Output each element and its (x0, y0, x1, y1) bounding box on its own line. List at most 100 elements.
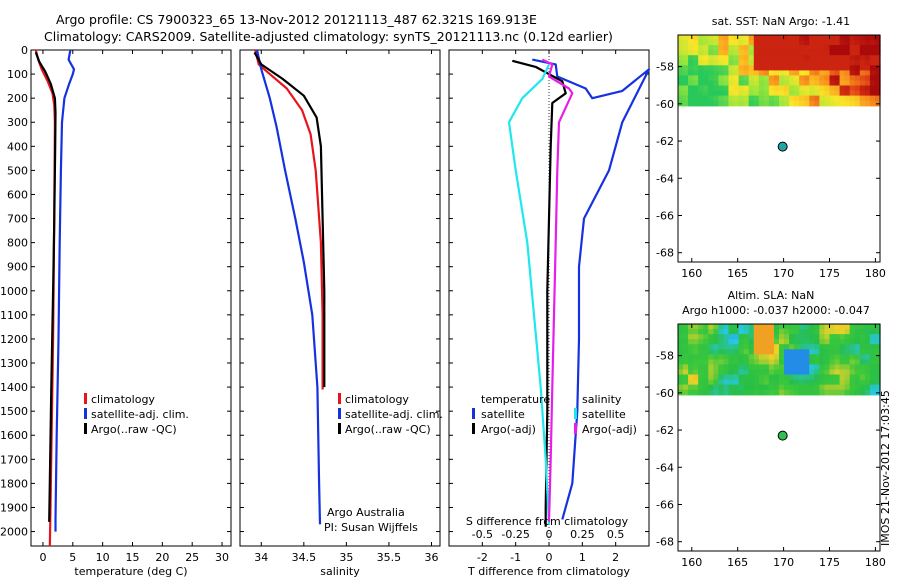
salinity-legend-label: climatology (345, 393, 409, 406)
salinity-legend-swatch (338, 393, 341, 404)
sla-field-cell (703, 329, 709, 335)
sla-field-cell (774, 384, 780, 391)
sla-field-cell (859, 324, 866, 330)
sst-field-cell (738, 85, 745, 92)
sla-field-cell (774, 389, 780, 396)
sst-field-cell (763, 100, 770, 107)
difference-s-tick-label: 0.5 (607, 528, 625, 541)
sla-field-cell (854, 389, 861, 396)
sla-field-cell (708, 384, 714, 391)
sst-field-cell (738, 95, 745, 102)
sst-field-cell (864, 75, 871, 82)
sla-field-cell (768, 344, 775, 350)
sla-field-cell (693, 339, 699, 345)
sla-field-cell (829, 339, 836, 345)
sst-field-cell (723, 55, 730, 61)
sla-field-cell (698, 384, 704, 391)
sst-field-cell (708, 60, 714, 66)
map-ytick-label: -58 (656, 350, 674, 363)
sla-field-cell (849, 379, 856, 386)
sst-field-cell (723, 90, 730, 97)
depth-tick-label: 700 (7, 213, 28, 226)
sla-field-cell (854, 329, 861, 335)
sst-field-cell (794, 60, 800, 66)
sla-field-cell (849, 389, 856, 396)
sla-field-cell (693, 354, 699, 360)
sla-field-cell (809, 339, 815, 345)
sst-field-cell (809, 50, 815, 56)
sla-field-cell (809, 349, 815, 355)
sla-field-cell (824, 349, 831, 355)
sla-field-cell (819, 384, 825, 391)
sla-field-cell (743, 364, 750, 371)
sst-field-cell (829, 50, 836, 56)
depth-tick-label: 2000 (0, 526, 28, 539)
sst-field-cell (844, 60, 851, 66)
sst-field-cell (688, 55, 694, 61)
sst-field-cell (869, 100, 876, 107)
sla-field-cell (799, 389, 805, 396)
sst-field-cell (784, 90, 790, 97)
sst-field-cell (799, 40, 805, 46)
sst-field-cell (693, 90, 699, 97)
sla-field-cell (774, 364, 780, 371)
sla-field-cell (875, 339, 881, 345)
sst-field-cell (758, 55, 765, 61)
depth-tick-label: 1000 (0, 285, 28, 298)
sst-field-cell (703, 90, 709, 97)
sst-field-cell (683, 60, 689, 66)
sla-field-cell (678, 344, 684, 350)
sla-field-cell (844, 384, 851, 391)
sst-field-cell (789, 65, 795, 71)
sla-field-cell (799, 334, 805, 340)
sst-field-cell (733, 95, 740, 102)
sst-field-cell (743, 100, 750, 107)
sla-field-cell (844, 389, 851, 396)
map-ytick-label: -62 (656, 135, 674, 148)
sst-field-cell (683, 100, 689, 107)
sst-field-cell (738, 50, 745, 56)
sst-field-cell (809, 70, 815, 77)
difference-xtick-label: -2 (477, 551, 488, 564)
sla-field-cell (804, 369, 810, 376)
sst-field-cell (799, 35, 805, 41)
sst-field-cell (804, 85, 810, 92)
sst-field-cell (748, 75, 755, 82)
sst-field-cell (733, 50, 740, 56)
sla-field-cell (789, 344, 795, 350)
sst-field-cell (794, 95, 800, 102)
salinity-xlabel: salinity (320, 565, 360, 578)
sst-field-cell (809, 60, 815, 66)
sst-field-cell (748, 40, 755, 46)
sst-field-cell (678, 35, 684, 41)
difference-legend-left-label: Argo(-adj) (481, 423, 536, 436)
sst-field-cell (809, 85, 815, 92)
sst-field-cell (829, 80, 836, 87)
sst-field-cell (844, 70, 851, 77)
sst-field-cell (829, 40, 836, 46)
sla-field-cell (703, 354, 709, 360)
sla-field-cell (799, 339, 805, 345)
sst-field-cell (678, 50, 684, 56)
sst-field-cell (864, 85, 871, 92)
sla-field-cell (768, 364, 775, 371)
temperature-xtick-label: 10 (96, 551, 110, 564)
difference-xlabel: T difference from climatology (467, 565, 630, 578)
sla-field-cell (864, 364, 871, 371)
sla-field-cell (703, 339, 709, 345)
sla-field-cell (824, 334, 831, 340)
sst-field-cell (728, 95, 735, 102)
difference-xtick-label: 1 (579, 551, 586, 564)
sla-field-cell (829, 374, 836, 381)
sst-field-cell (678, 90, 684, 97)
sla-field-cell (683, 374, 689, 381)
sst-field-cell (753, 95, 760, 102)
sla-field-cell (728, 329, 735, 335)
sst-field-cell (824, 75, 831, 82)
salinity-legend-label: satellite-adj. clim. (345, 408, 443, 421)
sst-field-cell (789, 35, 795, 41)
sla-field-cell (708, 359, 714, 366)
sla-field-cell (738, 354, 745, 360)
sla-field-cell (869, 389, 876, 396)
sst-field-cell (693, 95, 699, 102)
